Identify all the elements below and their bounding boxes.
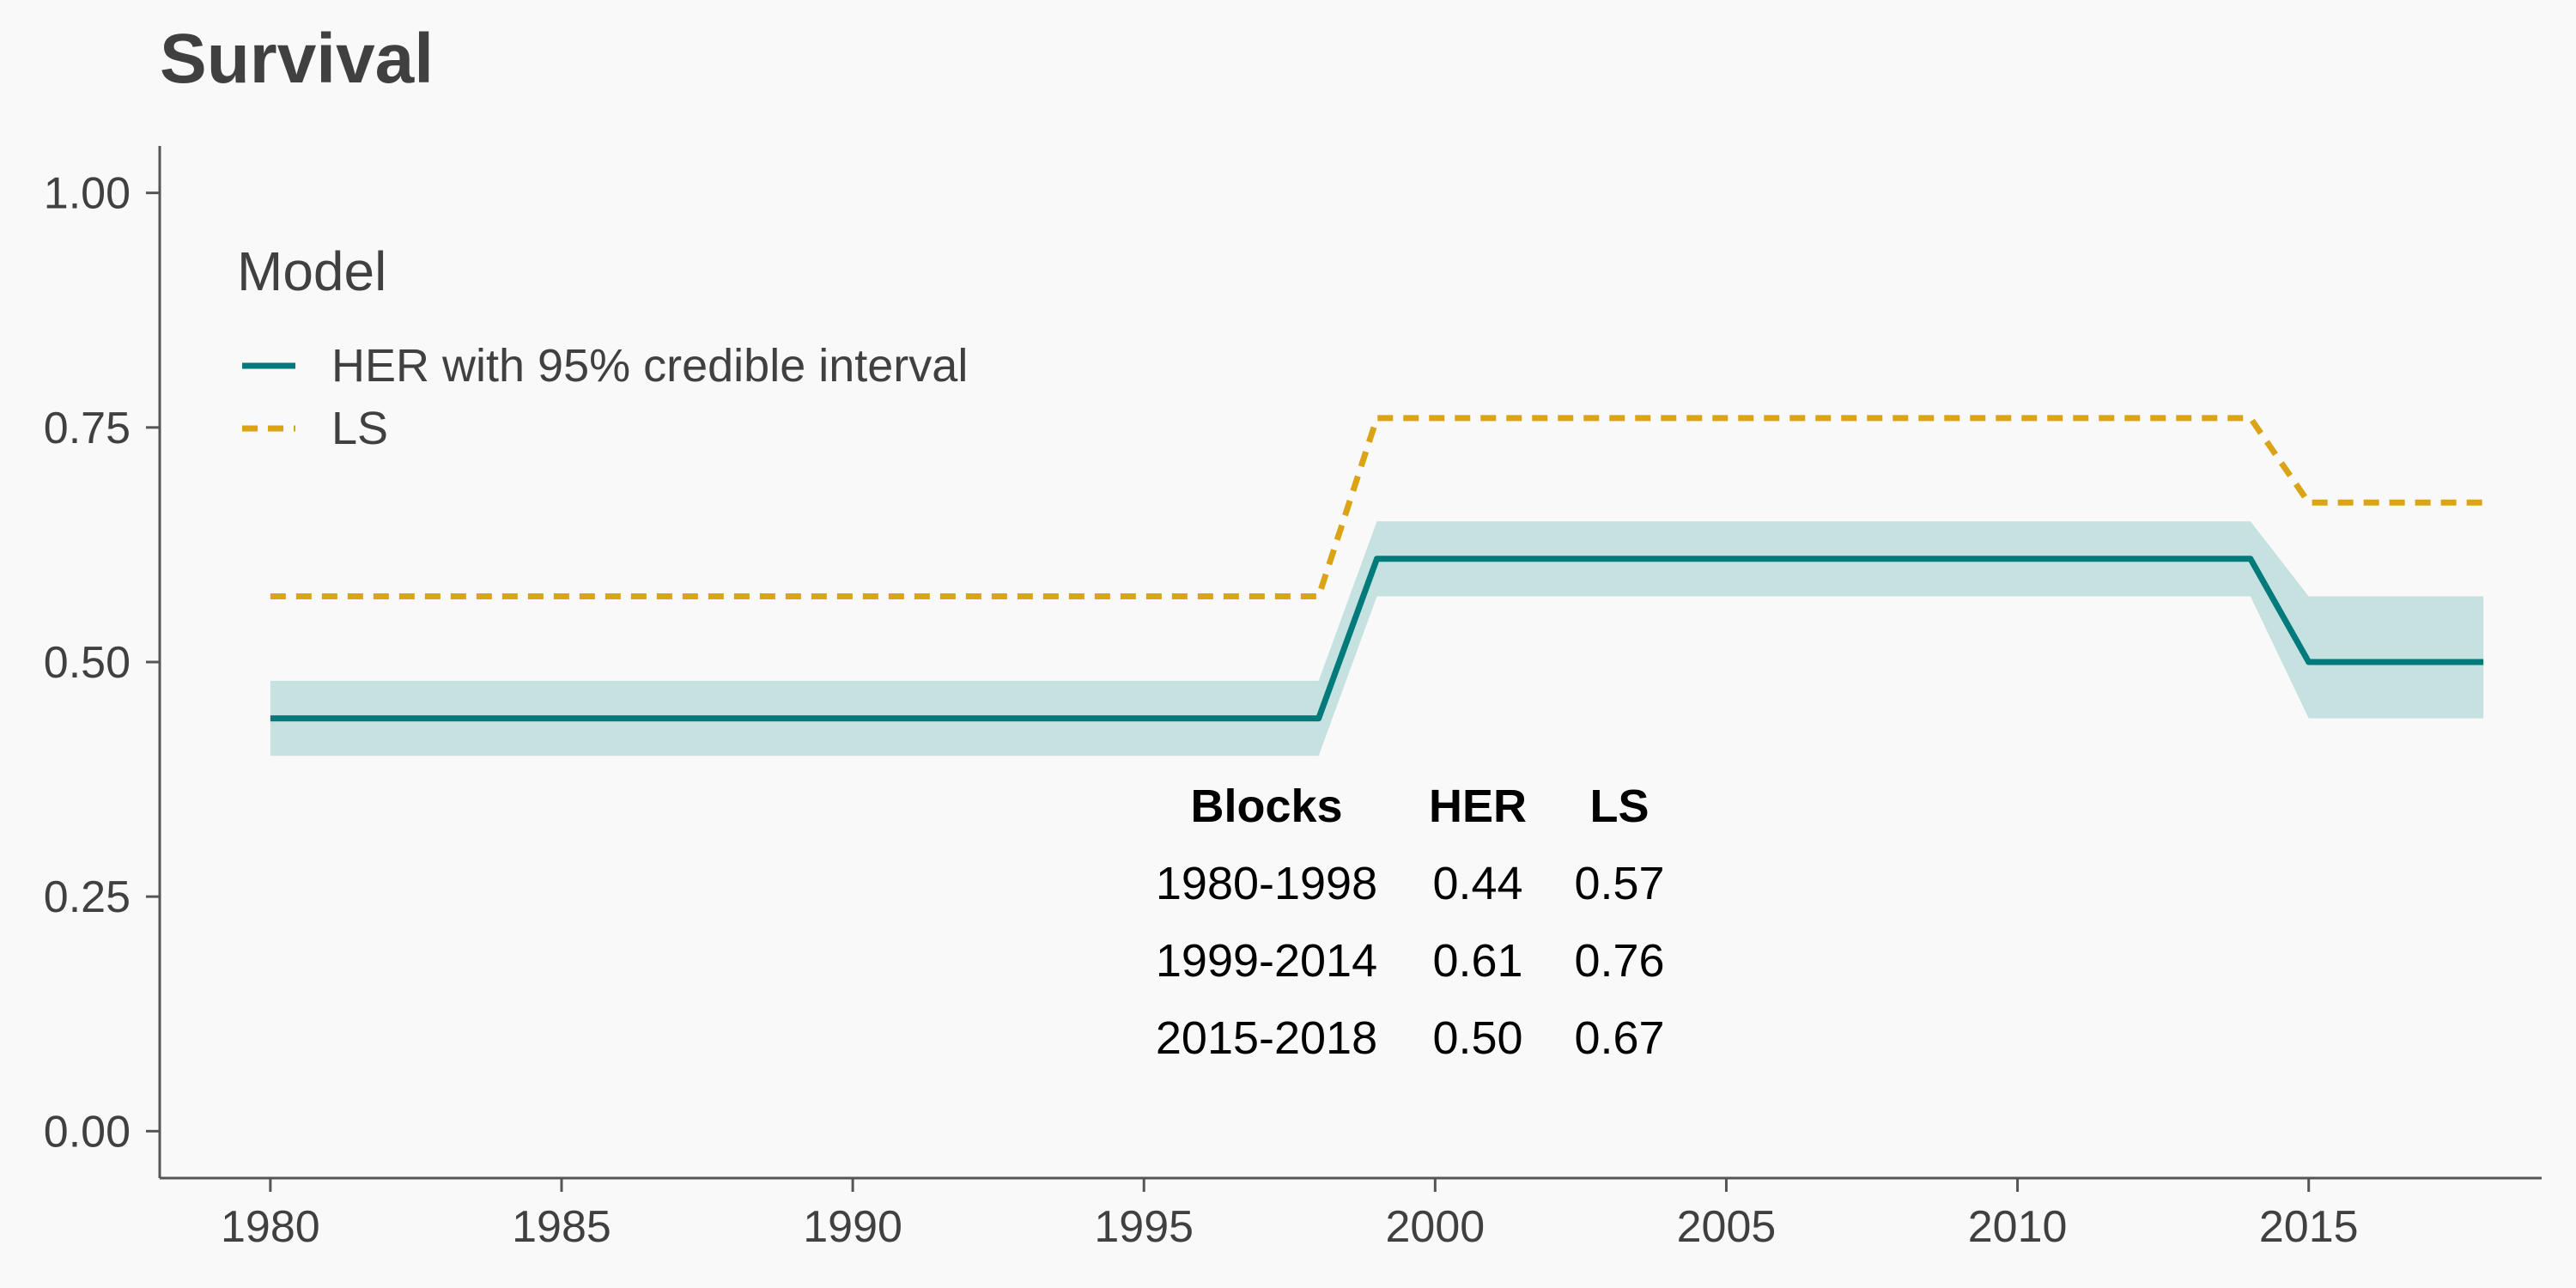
legend-label-ls: LS (331, 403, 388, 454)
table-cell: 1980-1998 (1156, 858, 1377, 909)
y-tick-label: 0.50 (44, 638, 131, 688)
y-tick-label: 0.25 (44, 872, 131, 922)
x-tick-label: 1995 (1094, 1202, 1194, 1252)
table-cell: 0.50 (1432, 1012, 1522, 1064)
y-tick-label: 1.00 (44, 169, 131, 219)
table-cell: 2015-2018 (1156, 1012, 1377, 1064)
y-tick-label: 0.00 (44, 1107, 131, 1157)
legend-label-her: HER with 95% credible interval (331, 340, 968, 392)
chart-title: Survival (160, 20, 434, 98)
legend: Model HER with 95% credible interval LS (237, 240, 968, 454)
table-cell: 0.76 (1574, 935, 1664, 987)
x-tick-label: 1990 (803, 1202, 902, 1252)
table-cell: 1999-2014 (1156, 935, 1377, 987)
x-tick-label: 2000 (1386, 1202, 1485, 1252)
x-tick-label: 1980 (221, 1202, 320, 1252)
y-tick-label: 0.75 (44, 404, 131, 453)
her-series-line (270, 556, 2484, 722)
table-header-blocks: Blocks (1190, 781, 1342, 832)
plot-area: 0.00 0.25 0.50 0.75 1.00 1980 1985 1990 1995 2000… (44, 146, 2542, 1252)
x-tick-label: 2005 (1677, 1202, 1777, 1252)
x-tick-label: 1985 (512, 1202, 611, 1252)
table-cell: 0.44 (1432, 858, 1522, 909)
legend-title: Model (237, 240, 386, 302)
her-credible-band (270, 521, 2484, 756)
x-tick-label: 2010 (1968, 1202, 2068, 1252)
x-tick-label: 2015 (2259, 1202, 2359, 1252)
table-cell: 0.61 (1432, 935, 1522, 987)
table-header-her: HER (1429, 781, 1527, 832)
table-header-ls: LS (1589, 781, 1649, 832)
table-cell: 0.67 (1574, 1012, 1664, 1064)
annotation-table: Blocks HER LS 1980-1998 0.44 0.57 1999-2… (1156, 781, 1665, 1064)
table-cell: 0.57 (1574, 858, 1664, 909)
